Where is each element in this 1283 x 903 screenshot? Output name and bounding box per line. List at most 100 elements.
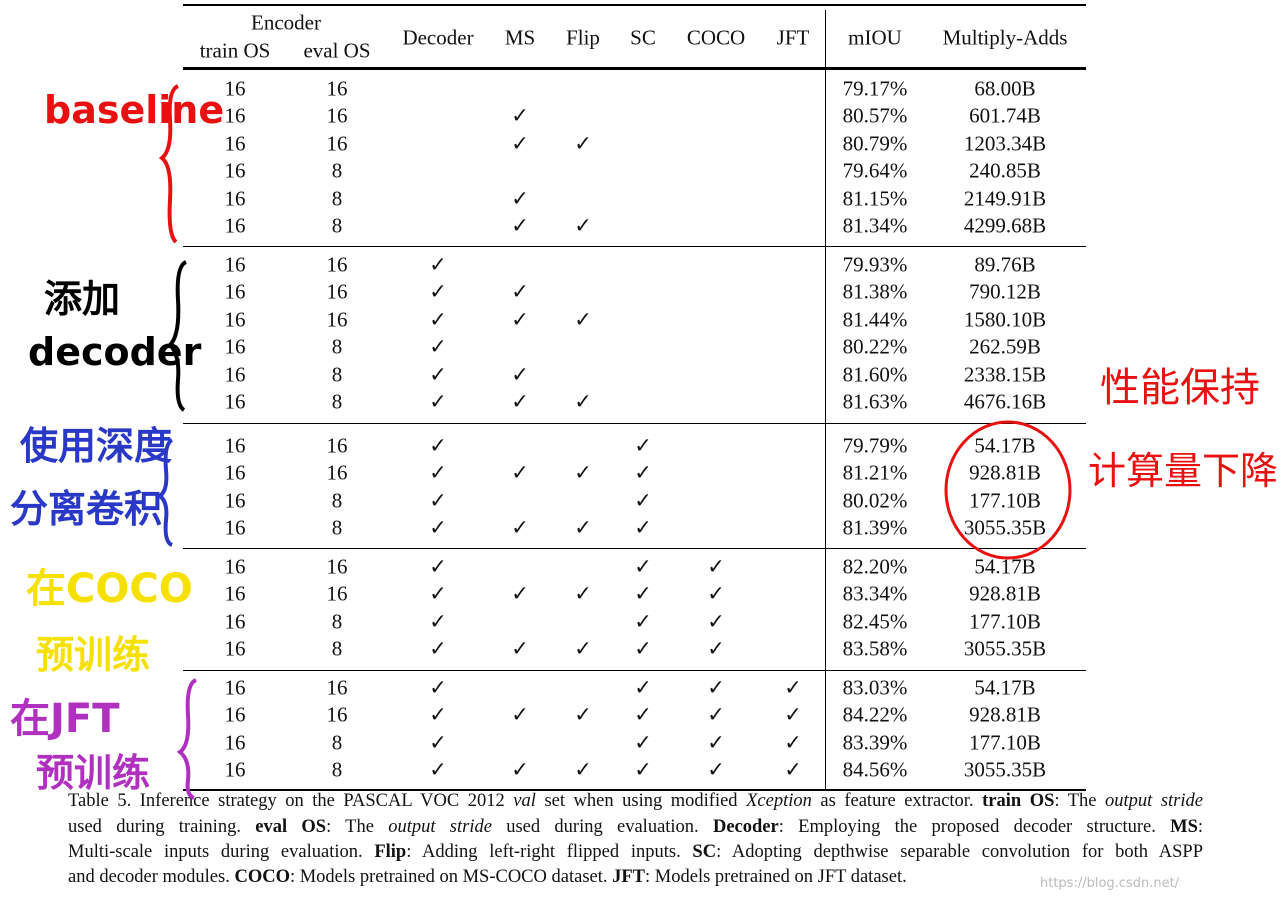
group-rule (183, 246, 1086, 247)
header-cell: Multiply-Adds (942, 25, 1068, 50)
caption-line: Multi-scale inputs during evaluation. Fl… (68, 842, 1203, 863)
table-cell: 16 (224, 362, 246, 387)
table-cell: 1580.10B (963, 307, 1047, 332)
table-cell: 8 (331, 488, 343, 513)
table-cell: ✓ (784, 730, 802, 755)
table-cell: 80.22% (842, 334, 908, 359)
table-cell: ✓ (707, 675, 725, 700)
table-cell: ✓ (634, 730, 652, 755)
annotation: 分离卷积 (10, 487, 163, 531)
annotation: 预训练 (36, 633, 151, 677)
caption-line: and decoder modules. COCO: Models pretra… (68, 867, 1203, 888)
table-cell: ✓ (634, 757, 652, 782)
caption-text: set when using modified (535, 791, 747, 811)
caption-bold: train OS (982, 791, 1055, 811)
table-cell: ✓ (634, 636, 652, 661)
table-cell: ✓ (634, 433, 652, 458)
table-cell: 83.03% (842, 675, 908, 700)
table-cell: ✓ (511, 515, 529, 540)
table-cell: ✓ (634, 609, 652, 634)
table-cell: 3055.35B (963, 515, 1047, 540)
table-cell: 177.10B (969, 488, 1041, 513)
table-cell: 80.57% (842, 103, 908, 128)
table-cell: ✓ (707, 554, 725, 579)
table-cell: ✓ (429, 279, 447, 304)
table-cell: 79.17% (842, 76, 908, 101)
table-cell: 8 (331, 213, 343, 238)
table-cell: 16 (224, 307, 246, 332)
table-cell: ✓ (574, 307, 592, 332)
table-cell: 928.81B (969, 460, 1041, 485)
table-cell: ✓ (429, 675, 447, 700)
table-cell: ✓ (511, 213, 529, 238)
table-cell: ✓ (634, 488, 652, 513)
table-cell: ✓ (574, 757, 592, 782)
table-cell: 80.02% (842, 488, 908, 513)
table-cell: 3055.35B (963, 757, 1047, 782)
table-cell: ✓ (707, 757, 725, 782)
caption-text: : Adding left-right flipped inputs. (406, 842, 693, 862)
table-cell: 16 (224, 389, 246, 414)
table-cell: ✓ (511, 362, 529, 387)
table-cell: 16 (224, 460, 246, 485)
header-rule (183, 67, 1086, 70)
table-cell: 16 (224, 757, 246, 782)
annotation: 性能保持 (1100, 365, 1260, 411)
table-cell: ✓ (574, 460, 592, 485)
caption-bold: SC (692, 842, 717, 862)
table-cell: 16 (224, 609, 246, 634)
table-cell: 16 (224, 76, 246, 101)
table-cell: 16 (224, 488, 246, 513)
table-cell: 83.39% (842, 730, 908, 755)
table-cell: 16 (326, 433, 348, 458)
table-cell: 177.10B (969, 609, 1041, 634)
group-rule (183, 423, 1086, 424)
table-cell: 16 (326, 103, 348, 128)
table-cell: ✓ (634, 460, 652, 485)
caption-text: : (1197, 817, 1204, 837)
caption-text: : Models pretrained on MS-COCO dataset. (289, 867, 613, 887)
caption-text: and decoder modules. (68, 867, 235, 887)
table-cell: 68.00B (974, 76, 1036, 101)
table-cell: 82.20% (842, 554, 908, 579)
brace (176, 678, 198, 800)
table-cell: 16 (224, 636, 246, 661)
caption-line: used during training. eval OS: The outpu… (68, 817, 1203, 838)
table-cell: 16 (224, 730, 246, 755)
group-rule (183, 670, 1086, 671)
caption-italic: Xception (746, 791, 812, 811)
table-cell: 16 (224, 186, 246, 211)
caption-bold: COCO (234, 867, 290, 887)
table-cell: 16 (224, 279, 246, 304)
table-cell: 81.34% (842, 213, 908, 238)
table-cell: ✓ (634, 675, 652, 700)
table-cell: ✓ (784, 757, 802, 782)
header-cell: COCO (686, 25, 746, 50)
table-cell: ✓ (707, 581, 725, 606)
annotation: 预训练 (36, 751, 151, 795)
table-cell: ✓ (707, 702, 725, 727)
annotation: 在COCO (26, 566, 193, 612)
table-cell: 8 (331, 389, 343, 414)
table-cell: 16 (224, 213, 246, 238)
table-cell: 601.74B (969, 103, 1041, 128)
table-cell: ✓ (511, 581, 529, 606)
table-cell: 16 (326, 307, 348, 332)
table-cell: ✓ (429, 307, 447, 332)
table-cell: 83.58% (842, 636, 908, 661)
table-cell: 8 (331, 186, 343, 211)
table-cell: 2338.15B (963, 362, 1047, 387)
caption-text: : Adopting depthwise separable convoluti… (716, 842, 1203, 862)
group-rule (183, 548, 1086, 549)
table-cell: ✓ (707, 730, 725, 755)
table-cell: 16 (224, 103, 246, 128)
table-cell: ✓ (429, 515, 447, 540)
table-cell: ✓ (429, 702, 447, 727)
caption-bold: MS (1170, 817, 1198, 837)
table-cell: 2149.91B (963, 186, 1047, 211)
table-cell: 16 (224, 131, 246, 156)
table-cell: ✓ (784, 702, 802, 727)
table-cell: 16 (326, 460, 348, 485)
table-cell: 83.34% (842, 581, 908, 606)
